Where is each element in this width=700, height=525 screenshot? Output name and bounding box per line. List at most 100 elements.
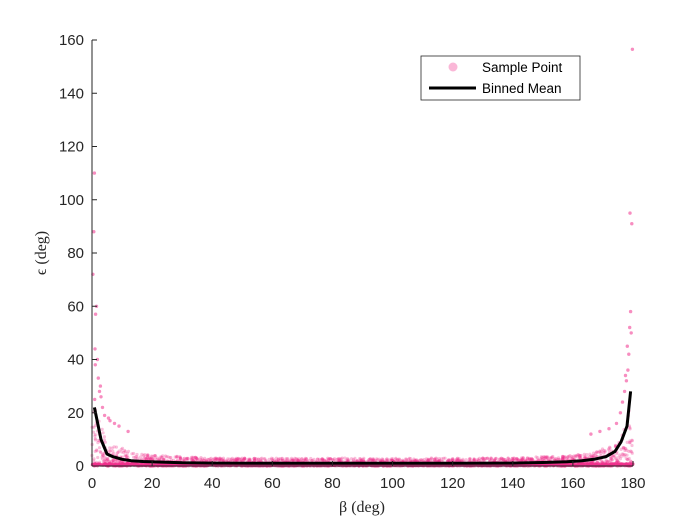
- sample-point: [507, 458, 512, 462]
- sample-point: [291, 458, 295, 463]
- sample-point: [193, 455, 197, 459]
- sample-point: [530, 457, 534, 461]
- sample-point: [614, 443, 618, 447]
- sample-point: [327, 457, 331, 461]
- sample-point: [160, 456, 164, 460]
- sample-point: [220, 457, 224, 461]
- sample-point: [331, 458, 335, 462]
- sample-point: [618, 457, 623, 461]
- sample-point: [120, 446, 125, 450]
- sample-point: [562, 456, 566, 460]
- sample-point: [202, 458, 206, 462]
- sample-point: [614, 421, 619, 426]
- sample-point: [103, 459, 107, 463]
- sample-point: [108, 449, 112, 453]
- sample-point: [630, 47, 635, 51]
- sample-point: [630, 438, 634, 442]
- sample-point: [143, 456, 147, 460]
- sample-point: [96, 376, 101, 380]
- sample-point: [434, 459, 438, 463]
- sample-point: [94, 423, 98, 428]
- sample-point: [371, 458, 376, 462]
- sample-point: [99, 450, 103, 455]
- sample-point: [102, 458, 106, 463]
- sample-point: [528, 457, 532, 461]
- sample-point: [545, 455, 549, 459]
- sample-point: [208, 459, 212, 463]
- sample-point: [185, 457, 189, 461]
- sample-point: [419, 458, 423, 462]
- sample-point: [260, 456, 264, 460]
- sample-point: [451, 458, 455, 463]
- sample-point: [527, 457, 531, 462]
- sample-point: [248, 457, 252, 461]
- sample-point: [578, 462, 582, 466]
- sample-point: [456, 458, 461, 462]
- sample-point: [609, 456, 614, 460]
- sample-point: [152, 454, 157, 458]
- sample-point: [336, 457, 340, 461]
- sample-point: [108, 449, 112, 453]
- sample-point: [608, 445, 612, 449]
- sample-point: [100, 452, 105, 456]
- sample-point: [575, 454, 579, 458]
- sample-point: [310, 458, 314, 463]
- sample-point: [136, 456, 140, 460]
- sample-point: [493, 458, 497, 462]
- sample-point: [576, 453, 580, 457]
- sample-point: [97, 389, 102, 394]
- sample-point: [297, 457, 301, 461]
- sample-point: [95, 449, 99, 453]
- sample-point: [100, 405, 105, 410]
- sample-point: [590, 455, 594, 459]
- sample-point: [607, 448, 611, 452]
- sample-point: [481, 456, 485, 460]
- sample-point: [218, 457, 222, 461]
- sample-point: [625, 344, 629, 348]
- sample-point: [394, 456, 398, 460]
- sample-point: [472, 458, 476, 462]
- sample-point: [178, 455, 182, 459]
- sample-point: [604, 459, 608, 464]
- sample-point: [489, 457, 494, 461]
- sample-point: [625, 458, 629, 462]
- sample-point: [374, 459, 378, 463]
- sample-point: [487, 457, 492, 461]
- sample-point: [607, 427, 611, 431]
- sample-point: [609, 455, 613, 459]
- sample-point: [442, 456, 446, 460]
- sample-point: [408, 457, 413, 461]
- sample-point: [536, 458, 540, 462]
- sample-point: [529, 458, 534, 462]
- sample-point: [252, 457, 256, 461]
- sample-point: [472, 457, 476, 461]
- sample-point: [173, 455, 177, 459]
- sample-point: [624, 379, 629, 383]
- x-tick-label: 80: [324, 475, 341, 492]
- sample-point: [303, 456, 307, 460]
- sample-point: [328, 457, 333, 461]
- sample-point: [200, 457, 204, 461]
- sample-point: [92, 425, 96, 429]
- sample-point: [520, 457, 524, 461]
- sample-point: [161, 458, 165, 462]
- sample-point: [297, 459, 301, 463]
- sample-point: [303, 459, 307, 463]
- sample-point: [583, 456, 587, 460]
- sample-point: [97, 446, 102, 450]
- sample-point: [295, 458, 299, 462]
- sample-point: [516, 458, 521, 462]
- sample-point: [578, 455, 582, 459]
- sample-point: [583, 454, 587, 458]
- sample-point: [225, 458, 229, 462]
- sample-point: [550, 456, 554, 460]
- sample-point: [158, 457, 162, 461]
- sample-point: [620, 400, 625, 404]
- sample-point: [322, 458, 326, 462]
- sample-point: [437, 457, 441, 461]
- sample-point: [570, 455, 574, 459]
- sample-point: [228, 457, 232, 461]
- sample-point: [102, 462, 106, 466]
- sample-point: [459, 459, 463, 463]
- sample-point: [106, 457, 110, 462]
